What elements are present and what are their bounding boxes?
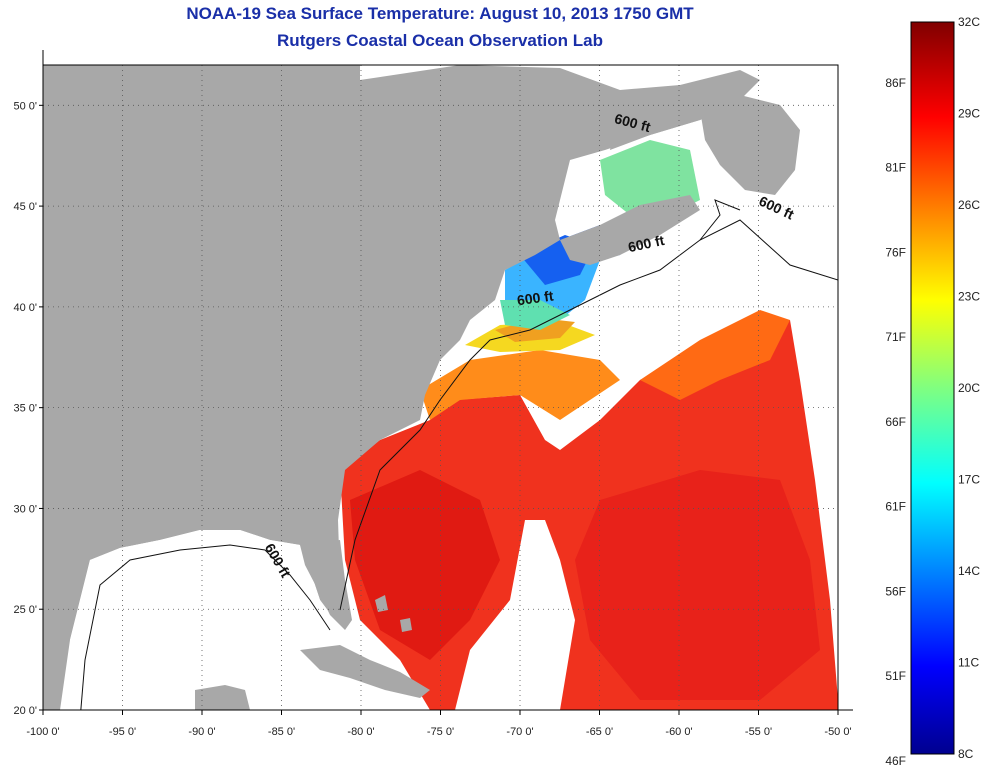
lon-tick-label: -80 0' [347,726,374,738]
florida [300,540,352,630]
lon-tick-label: -50 0' [824,726,851,738]
colorbar-celsius-label: 8C [958,747,974,761]
isobath-600ft [80,199,838,710]
colorbar-fahrenheit-label: 76F [885,245,906,259]
colorbar-celsius-label: 20C [958,381,980,395]
lat-tick-label: 30 0' [13,503,37,515]
contour-label-600ft: 600 ft [627,232,666,255]
lon-tick-label: -55 0' [745,726,772,738]
lon-tick-label: -75 0' [427,726,454,738]
colorbar-fahrenheit-label: 51F [885,669,906,683]
colorbar-fahrenheit-label: 66F [885,415,906,429]
map-subtitle: Rutgers Coastal Ocean Observation Lab [277,31,603,50]
colorbar-celsius-label: 11C [958,656,979,670]
lon-tick-label: -60 0' [665,726,692,738]
colorbar-celsius-label: 23C [958,290,980,304]
land [43,65,800,710]
map-title: NOAA-19 Sea Surface Temperature: August … [186,4,694,23]
lon-tick-label: -85 0' [268,726,295,738]
lat-tick-label: 40 0' [13,302,37,314]
lat-tick-label: 50 0' [13,100,37,112]
contour-label-600ft: 600 ft [516,287,555,308]
colorbar-fahrenheit-label: 71F [885,330,906,344]
colorbar [910,21,955,755]
colorbar-celsius-label: 26C [958,198,980,212]
colorbar-celsius-labels: 32C 29C 26C 23C 20C 17C 14C 11C 8C [958,15,980,761]
lat-ticks: 20 0' 25 0' 30 0' 35 0' 40 0' 45 0' 50 0' [13,100,43,717]
colorbar-celsius-label: 17C [958,473,980,487]
gulf-of-mexico [70,530,335,710]
colorbar-fahrenheit-label: 56F [885,584,906,598]
colorbar-fahrenheit-labels: 86F 81F 76F 71F 66F 61F 56F 51F 46F [885,76,906,768]
lon-ticks: -100 0' -95 0' -90 0' -85 0' -80 0' -75 0' -70… [26,710,852,738]
lon-tick-label: -100 0' [26,726,59,738]
colorbar-fahrenheit-label: 81F [885,161,906,175]
yucatan [195,685,250,710]
lat-tick-label: 20 0' [13,705,37,717]
lat-tick-label: 25 0' [13,604,37,616]
lon-tick-label: -95 0' [109,726,136,738]
lat-tick-label: 45 0' [13,201,37,213]
colorbar-fahrenheit-label: 61F [885,500,906,514]
cuba [300,645,430,698]
lon-tick-label: -65 0' [586,726,613,738]
lon-tick-label: -90 0' [188,726,215,738]
lon-tick-label: -70 0' [506,726,533,738]
colorbar-fahrenheit-label: 86F [885,76,906,90]
colorbar-celsius-label: 14C [958,564,980,578]
colorbar-celsius-label: 32C [958,15,980,29]
colorbar-fahrenheit-label: 46F [885,754,906,768]
lat-tick-label: 35 0' [13,403,37,415]
colorbar-celsius-label: 29C [958,107,980,121]
